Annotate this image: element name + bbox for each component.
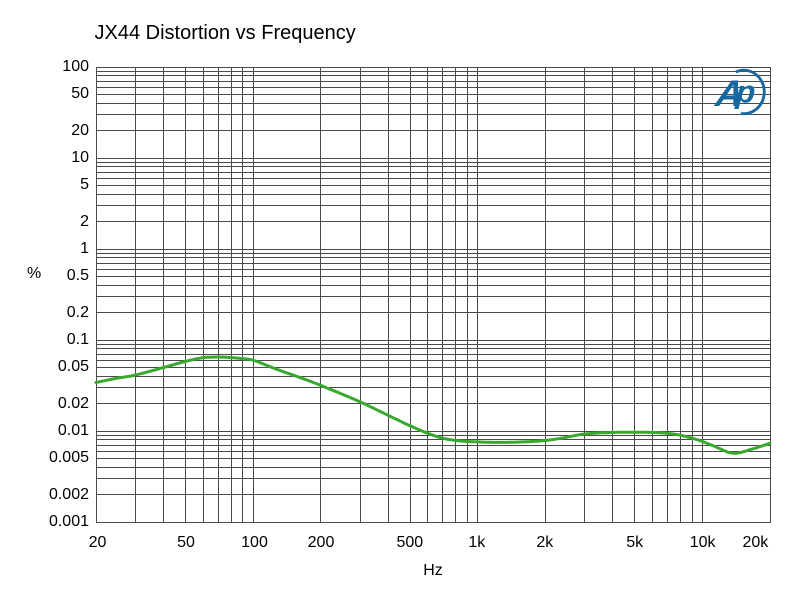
- svg-text:A: A: [712, 72, 746, 114]
- svg-text:p: p: [734, 74, 757, 110]
